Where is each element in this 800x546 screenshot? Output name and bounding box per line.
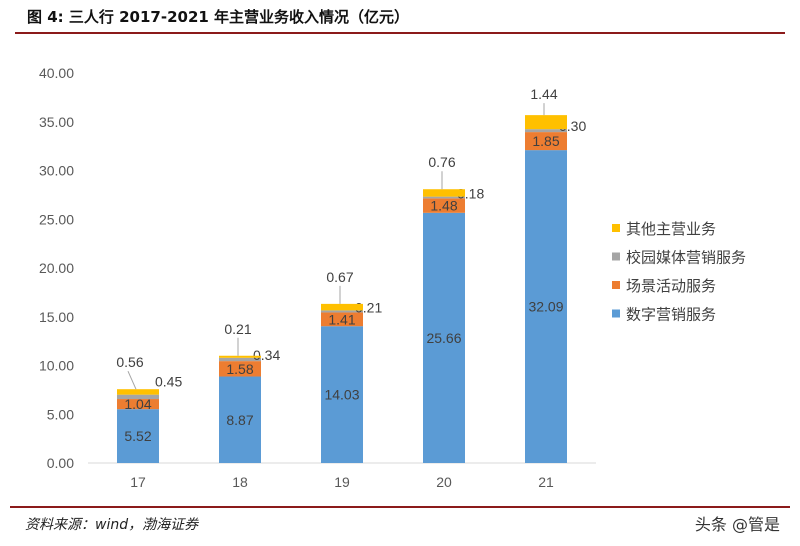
footer-divider [10,506,790,508]
bar-segment [423,189,465,197]
bar-segment [525,150,567,463]
bar-segment [525,115,567,130]
data-label: 0.21 [355,299,382,315]
data-label: 32.09 [528,299,563,315]
bar-segment [219,355,261,358]
y-tick-label: 20.00 [39,260,74,276]
bar-segment [321,326,363,463]
y-tick-label: 40.00 [39,65,74,81]
legend-swatch [612,224,620,232]
data-label: 14.03 [324,387,359,403]
data-label: 5.52 [124,428,151,444]
data-label: 25.66 [426,330,461,346]
data-label: 0.67 [326,269,353,285]
bar-segment [219,361,261,377]
data-label: 1.44 [530,86,557,102]
y-tick-label: 5.00 [47,406,74,422]
data-label: 8.87 [226,412,253,428]
bar-segment [117,389,159,395]
x-tick-label: 21 [538,474,554,490]
bar-segment [321,310,363,313]
source-note: 资料来源：wind，渤海证券 [25,517,199,533]
y-tick-label: 30.00 [39,163,74,179]
y-tick-label: 15.00 [39,309,74,325]
legend-label: 其他主营业务 [626,220,716,238]
bar-segment [423,198,465,213]
y-tick-label: 10.00 [39,358,74,374]
legend-label: 场景活动服务 [626,277,716,295]
legend-swatch [612,281,620,289]
bar-segment [321,312,363,327]
legend-label: 数字营销服务 [626,306,716,324]
title-divider [15,32,785,34]
data-label: 0.21 [224,321,251,337]
bar-segment [219,376,261,463]
bar-segment [423,196,465,199]
legend-label: 校园媒体营销服务 [626,249,746,267]
bar-segment [423,212,465,463]
y-tick-label: 0.00 [47,455,74,471]
legend-swatch [612,252,620,261]
bar-segment [117,394,159,400]
data-label: 0.56 [116,354,143,370]
x-tick-label: 19 [334,474,350,490]
bar-segment [117,409,159,463]
x-tick-label: 17 [130,474,146,490]
bar-segment [321,303,363,311]
data-label: 0.76 [428,154,455,170]
bar-segment [525,129,567,133]
bar-segment [525,132,567,151]
bar-segment [219,357,261,362]
data-label: 0.45 [155,374,182,390]
leader-line [127,370,137,390]
data-label: 1.58 [226,361,253,377]
y-tick-label: 25.00 [39,211,74,227]
data-label: 1.48 [430,198,457,214]
data-label: 0.34 [253,347,280,363]
x-tick-label: 18 [232,474,248,490]
data-label: 1.04 [124,396,151,412]
figure-title: 图 4: 三人行 2017-2021 年主营业务收入情况（亿元） [27,8,410,26]
bar-segment [117,399,159,410]
watermark: 头条 @管是 [694,515,780,534]
data-label: 1.41 [328,311,355,327]
y-tick-label: 35.00 [39,114,74,130]
x-tick-label: 20 [436,474,452,490]
data-label: 1.85 [532,133,559,149]
legend-swatch [612,309,620,318]
